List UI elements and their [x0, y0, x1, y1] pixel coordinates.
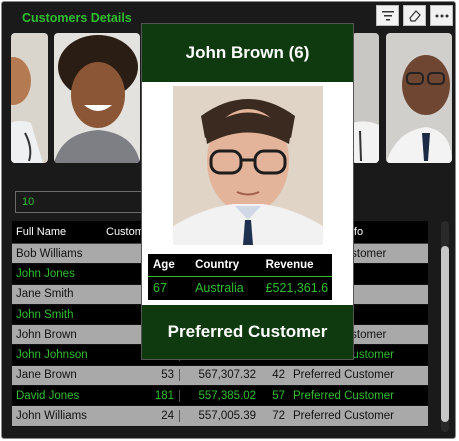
cell-name: John Smith — [16, 308, 74, 321]
customer-photo[interactable] — [352, 33, 379, 163]
table-row[interactable]: David Jones 181 557,385.02 57 Preferred … — [12, 386, 428, 407]
cell-age: 42 — [272, 369, 285, 382]
tooltip-details-table: Age Country Revenue 67 Australia £521,36… — [148, 254, 332, 300]
filter-button[interactable] — [376, 5, 399, 26]
cell-name: John Brown — [16, 328, 77, 341]
tooltip-title: John Brown (6) — [142, 24, 353, 82]
cell-info: Preferred Customer — [293, 389, 394, 402]
column-header[interactable]: Full Name — [16, 226, 67, 238]
cell-info: Preferred Customer — [293, 410, 394, 423]
tooltip-customer-photo — [173, 86, 323, 245]
cell-name: John Williams — [16, 410, 87, 423]
cell-custom: 53 — [102, 369, 180, 382]
cell-name: Bob Williams — [16, 247, 83, 260]
cell-age: 72 — [272, 410, 285, 423]
customer-tooltip: John Brown (6) Age Country Revenue 67 Au… — [141, 23, 354, 360]
customer-photo[interactable] — [54, 33, 140, 163]
tooltip-revenue-value: £521,361.6 — [265, 281, 329, 295]
cell-name: Jane Smith — [16, 288, 74, 301]
more-options-button[interactable] — [430, 5, 453, 26]
visual-toolbar — [376, 5, 453, 26]
cell-revenue: 567,307.32 — [198, 369, 256, 382]
cell-name: David Jones — [16, 389, 80, 402]
table-scrollbar-thumb[interactable] — [441, 246, 449, 422]
search-input[interactable]: 10 — [15, 191, 145, 213]
cell-revenue: 557,005.39 — [198, 410, 256, 423]
cell-name: Jane Brown — [16, 369, 77, 382]
cell-custom: 181 — [102, 389, 180, 402]
tooltip-table-row: 67 Australia £521,361.6 — [148, 277, 332, 299]
eraser-icon — [408, 10, 421, 22]
tooltip-column-country: Country — [195, 259, 240, 271]
visual-title: Customers Details — [22, 11, 132, 25]
tooltip-column-age: Age — [153, 259, 175, 271]
customer-photo[interactable] — [386, 33, 452, 163]
clear-selection-button[interactable] — [403, 5, 426, 26]
cell-custom: 24 — [102, 410, 180, 423]
tooltip-age-value: 67 — [153, 281, 167, 295]
cell-name: John Johnson — [16, 349, 88, 362]
table-row[interactable]: Jane Brown 53 567,307.32 42 Preferred Cu… — [12, 365, 428, 387]
filter-icon — [381, 10, 394, 20]
cell-age: 57 — [272, 389, 285, 402]
cell-info: Preferred Customer — [293, 369, 394, 382]
cell-revenue: 557,385.02 — [198, 389, 256, 402]
tooltip-customer-info: Preferred Customer — [142, 305, 353, 359]
cell-name: John Jones — [16, 267, 75, 280]
more-options-icon — [435, 14, 448, 17]
tooltip-country-value: Australia — [195, 281, 244, 295]
table-row[interactable]: John Williams 24 557,005.39 72 Preferred… — [12, 406, 428, 427]
tooltip-table-header: Age Country Revenue — [148, 254, 332, 277]
tooltip-column-revenue: Revenue — [265, 259, 314, 271]
customer-photo[interactable] — [11, 33, 48, 163]
